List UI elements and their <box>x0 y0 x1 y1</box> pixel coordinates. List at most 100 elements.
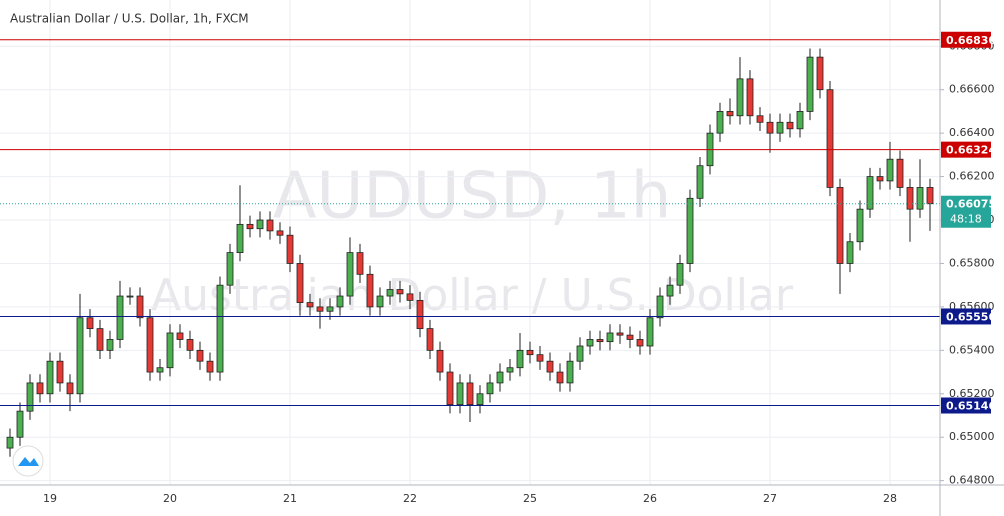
y-tick-label: 0.65400 <box>949 343 995 356</box>
levels <box>0 39 940 407</box>
candle-body <box>666 284 674 297</box>
level-label: 0.66324 <box>946 144 996 157</box>
candle-body <box>906 187 914 210</box>
y-tick-label: 0.66200 <box>949 170 995 183</box>
candle-body <box>286 234 294 264</box>
candle-body <box>76 317 84 395</box>
countdown-label: 48:18 <box>950 213 982 226</box>
candle-body <box>456 382 464 406</box>
candle-body <box>486 382 494 395</box>
candle-body <box>536 354 544 362</box>
candle-body <box>796 111 804 130</box>
candle-body <box>856 208 864 243</box>
candle-body <box>56 360 64 384</box>
last-price-box <box>941 195 991 228</box>
x-tick-label: 22 <box>403 492 417 505</box>
candle-body <box>156 367 164 373</box>
candle-body <box>446 371 454 406</box>
level-label-box <box>941 308 991 325</box>
candle-body <box>6 436 14 449</box>
candle-body <box>436 349 444 373</box>
candle-body <box>396 289 404 295</box>
level-label: 0.66830 <box>946 34 996 47</box>
candle-body <box>636 339 644 347</box>
candle-body <box>256 219 264 230</box>
candle-body <box>586 339 594 347</box>
candle-body <box>36 382 44 395</box>
candle-body <box>736 78 744 117</box>
candle-body <box>836 187 844 264</box>
candle-body <box>656 295 664 319</box>
candle-body <box>696 165 704 199</box>
candle-body <box>306 302 314 308</box>
candle-body <box>66 382 74 395</box>
candle-body <box>176 332 184 340</box>
candle-body <box>86 317 94 330</box>
candle-body <box>236 223 244 254</box>
candle-body <box>746 78 754 117</box>
candle-body <box>206 360 214 373</box>
candle-body <box>146 317 154 373</box>
candle-body <box>766 121 774 134</box>
candle-body <box>846 241 854 264</box>
candle-body <box>626 334 634 340</box>
x-tick-label: 19 <box>43 492 57 505</box>
candle-body <box>496 371 504 384</box>
candle-body <box>816 56 824 91</box>
candle-body <box>506 367 514 373</box>
candle-body <box>916 187 924 210</box>
candle-body <box>246 223 254 230</box>
candle-body <box>356 252 364 275</box>
candle-body <box>266 219 274 232</box>
level-label-box <box>941 141 991 158</box>
candle-body <box>896 158 904 188</box>
y-tick-label: 0.66400 <box>949 126 995 139</box>
candle-body <box>296 263 304 303</box>
candle-body <box>276 230 284 236</box>
candle-body <box>46 360 54 395</box>
level-label-box <box>941 31 991 48</box>
candles <box>6 48 934 457</box>
candle-body <box>216 284 224 373</box>
y-tick-label: 0.64800 <box>949 474 995 487</box>
candle-body <box>476 393 484 406</box>
y-tick-label: 0.65000 <box>949 430 995 443</box>
candle-body <box>726 111 734 117</box>
candle-body <box>166 332 174 369</box>
candle-body <box>566 360 574 384</box>
watermark: AUDUSD, 1h <box>273 160 672 234</box>
chart-title: Australian Dollar / U.S. Dollar, 1h, FXC… <box>10 12 249 26</box>
candle-body <box>776 121 784 134</box>
y-tick-label: 0.65200 <box>949 387 995 400</box>
candle-body <box>876 176 884 182</box>
candle-body <box>806 56 814 112</box>
candle-body <box>866 176 874 210</box>
logo[interactable] <box>12 445 44 477</box>
logo-icon[interactable] <box>18 457 39 466</box>
candle-body <box>526 349 534 356</box>
candle-body <box>116 295 124 340</box>
y-tick-label: 0.66600 <box>949 83 995 96</box>
candle-body <box>366 273 374 308</box>
candle-body <box>886 158 894 182</box>
candle-body <box>546 360 554 373</box>
candle-body <box>676 263 684 286</box>
candle-body <box>316 306 324 312</box>
candle-body <box>716 111 724 134</box>
candle-body <box>426 328 434 351</box>
candle-body <box>786 121 794 130</box>
candle-body <box>646 317 654 347</box>
candle-body <box>16 410 24 438</box>
x-tick-label: 25 <box>523 492 537 505</box>
last-price-label: 0.66075 <box>946 198 996 211</box>
level-label: 0.65146 <box>946 400 996 413</box>
x-tick-label: 27 <box>763 492 777 505</box>
candle-body <box>346 252 354 297</box>
candle-body <box>326 306 334 312</box>
candle-body <box>336 295 344 308</box>
candle-body <box>406 293 414 301</box>
candle-body <box>686 197 694 264</box>
candle-body <box>576 345 584 362</box>
